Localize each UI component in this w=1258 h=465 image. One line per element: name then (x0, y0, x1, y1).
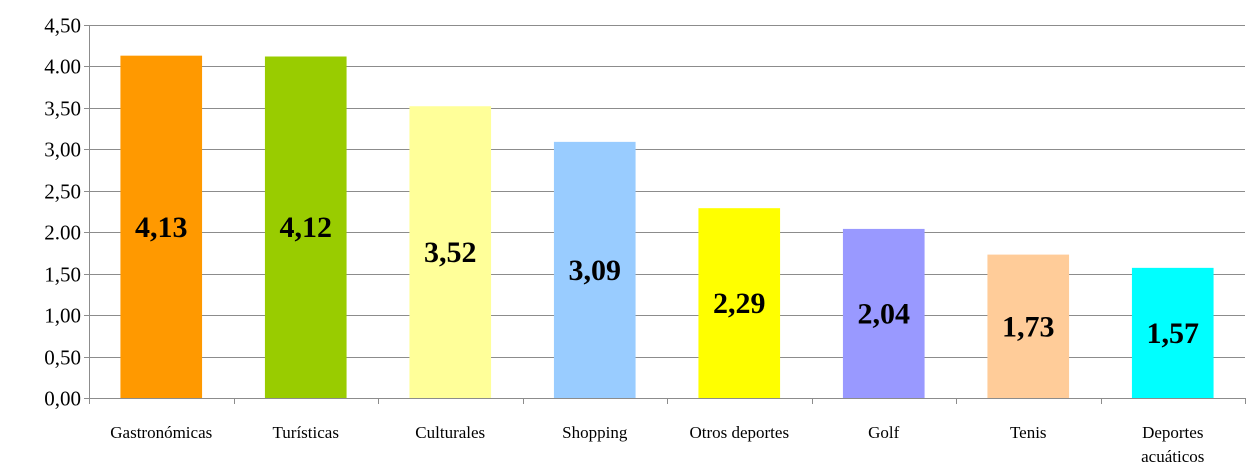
y-tick-label: 1,00 (44, 304, 81, 328)
y-tick-label: 4,50 (44, 14, 81, 38)
y-tick-label: 3,50 (44, 97, 81, 121)
x-tick-label: Turísticas (273, 423, 339, 442)
bar (698, 208, 781, 398)
bar (842, 228, 925, 398)
x-tick-label: Gastronómicas (110, 423, 212, 442)
x-tick-label: Shopping (562, 423, 628, 442)
data-label: 1,73 (1002, 310, 1055, 343)
data-label: 2,04 (858, 297, 911, 330)
x-tick-label: Otros deportes (689, 423, 789, 442)
grid-lines (89, 25, 1245, 358)
x-tick-label: Culturales (415, 423, 485, 442)
data-label: 4,13 (135, 211, 188, 244)
axes (84, 25, 1246, 404)
data-label: 4,12 (280, 211, 333, 244)
x-tick-label: Golf (868, 423, 900, 442)
labels: 0,00 0,50 1,00 1,50 2.00 2,50 3,00 3,50 4.00 4,50… (44, 14, 1204, 465)
y-tick-label: 3,00 (44, 138, 81, 162)
y-tick-label: 4.00 (44, 55, 81, 79)
bar (987, 254, 1070, 398)
data-label: 3,09 (569, 254, 622, 287)
x-tick-label: Deportes acuáticos (1141, 423, 1204, 465)
bars (120, 55, 1214, 399)
data-label: 1,57 (1147, 317, 1200, 350)
bar (1131, 267, 1214, 398)
y-tick-label: 1,50 (44, 263, 81, 287)
bar (553, 141, 636, 398)
y-tick-label: 0,50 (44, 346, 81, 370)
data-label: 2,29 (713, 287, 766, 320)
y-tick-label: 2.00 (44, 221, 81, 245)
x-tick-label: Tenis (1010, 423, 1047, 442)
bar (120, 55, 203, 399)
data-label: 3,52 (424, 236, 477, 269)
y-tick-label: 0,00 (44, 387, 81, 411)
bar (264, 56, 347, 399)
y-tick-label: 2,50 (44, 180, 81, 204)
bar (409, 106, 492, 398)
